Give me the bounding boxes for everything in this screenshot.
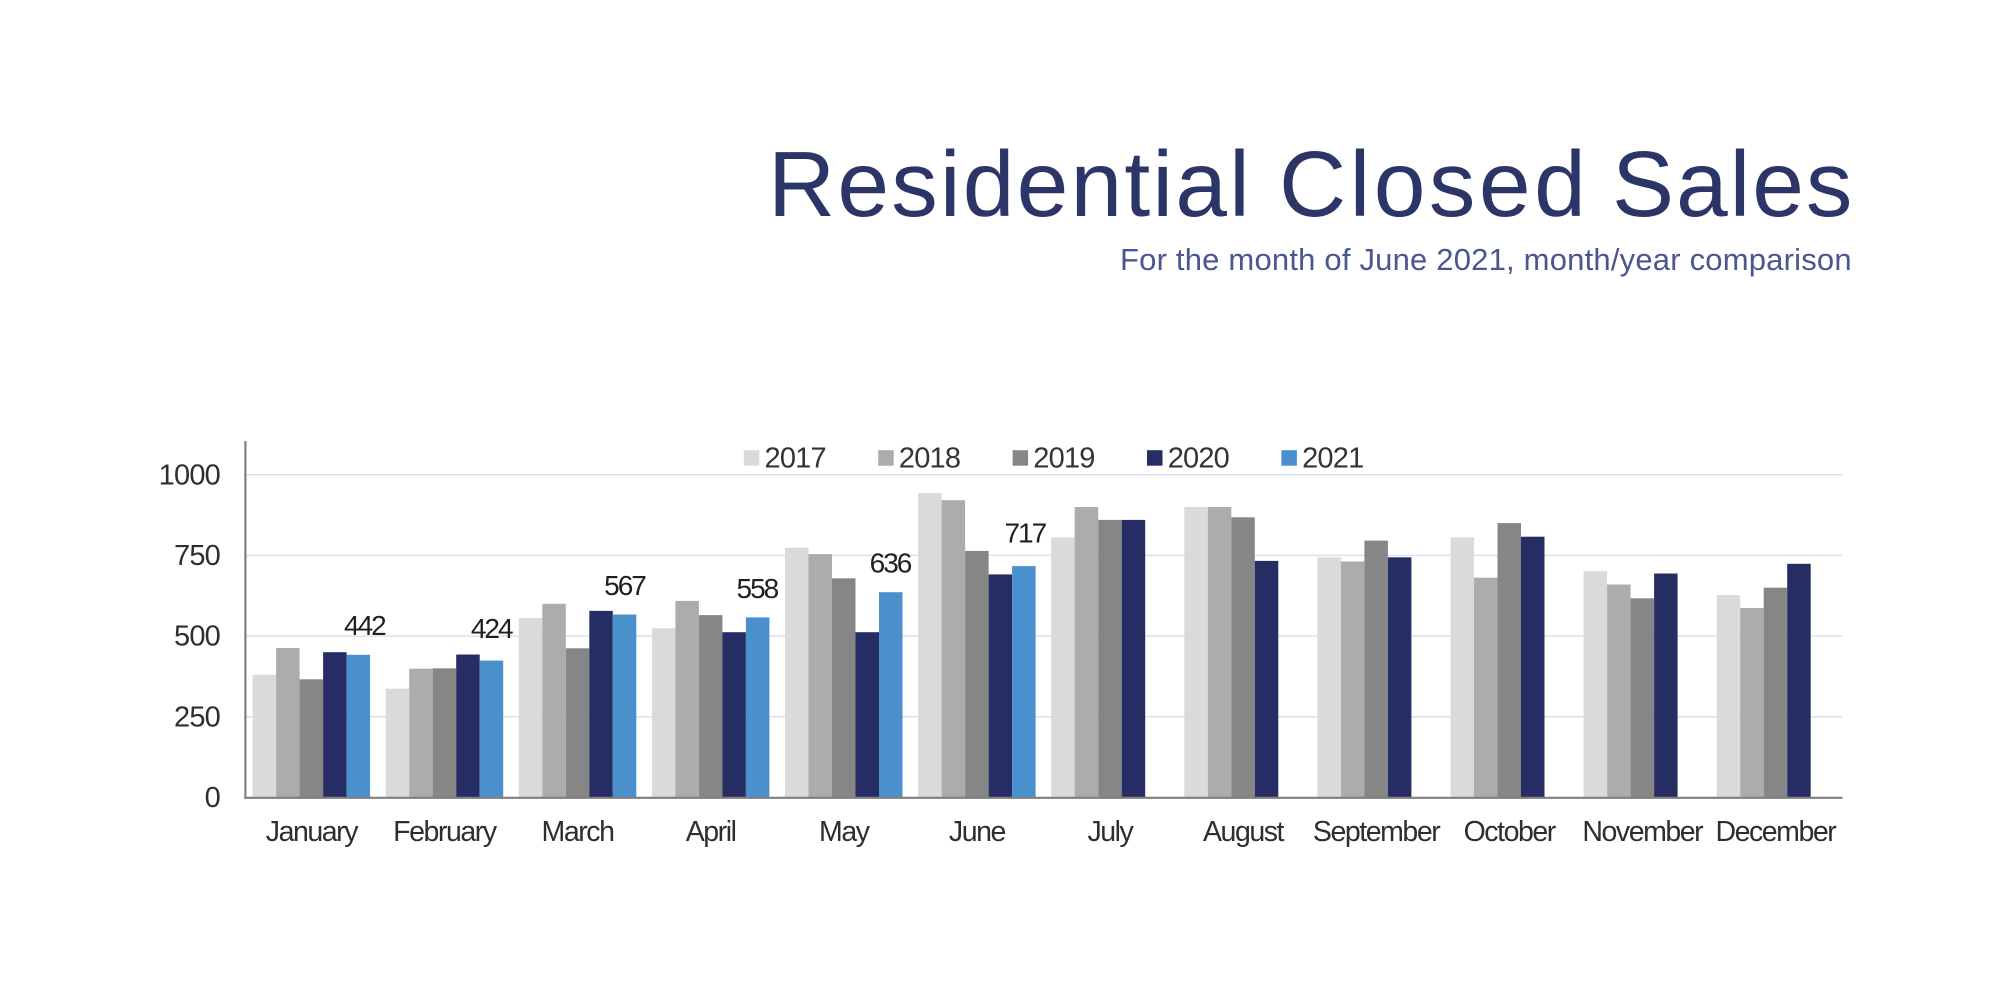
svg-text:250: 250 (174, 701, 220, 733)
svg-text:636: 636 (870, 547, 912, 578)
svg-text:Sales: Sales (1612, 132, 1854, 236)
svg-text:November: November (1582, 816, 1704, 848)
svg-text:2018: 2018 (899, 443, 960, 475)
svg-text:2019: 2019 (1033, 443, 1094, 475)
svg-text:April: April (686, 816, 736, 848)
svg-text:2020: 2020 (1168, 443, 1229, 475)
svg-text:July: July (1087, 816, 1134, 848)
svg-text:442: 442 (344, 610, 386, 641)
svg-text:August: August (1203, 816, 1285, 848)
svg-text:February: February (393, 816, 498, 848)
svg-text:1000: 1000 (159, 459, 220, 491)
svg-text:October: October (1464, 816, 1557, 848)
svg-text:May: May (819, 816, 871, 848)
svg-text:750: 750 (174, 540, 220, 572)
svg-text:December: December (1715, 816, 1837, 848)
svg-text:January: January (266, 816, 359, 848)
svg-text:424: 424 (471, 613, 513, 644)
svg-text:September: September (1313, 816, 1441, 848)
svg-text:For the month of June 2021, mo: For the month of June 2021, month/year c… (1120, 242, 1852, 277)
svg-text:0: 0 (205, 782, 220, 814)
svg-text:Closed: Closed (1279, 132, 1589, 236)
svg-text:March: March (542, 816, 614, 848)
svg-text:500: 500 (174, 621, 220, 653)
svg-text:Residential: Residential (768, 132, 1252, 236)
svg-text:558: 558 (737, 573, 779, 604)
svg-text:2021: 2021 (1302, 443, 1363, 475)
svg-text:2017: 2017 (765, 443, 826, 475)
svg-text:717: 717 (1004, 518, 1046, 549)
svg-text:June: June (949, 816, 1006, 848)
svg-text:567: 567 (604, 570, 646, 601)
